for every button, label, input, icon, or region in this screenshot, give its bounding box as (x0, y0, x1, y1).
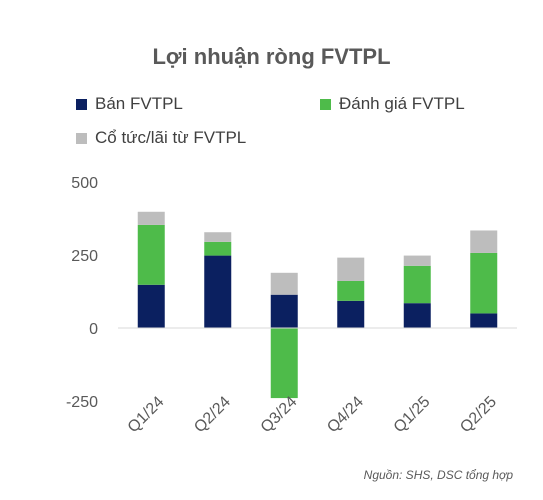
y-tick-label: 0 (89, 321, 98, 338)
legend-item-ban: Bán FVTPL (76, 94, 183, 114)
bar-b-n-fvtpl-q3-24 (270, 294, 298, 328)
bar--nh-gi-fvtpl-q3-24 (270, 328, 298, 399)
legend-swatch-co-tuc (76, 132, 87, 144)
bar--nh-gi-fvtpl-q1-25 (403, 265, 431, 304)
bar-b-n-fvtpl-q4-24 (337, 300, 365, 328)
legend-swatch-ban (76, 98, 87, 110)
legend-label-ban: Bán FVTPL (95, 94, 183, 113)
bar-c-t-c-l-i-t-fvtpl-q2-24 (204, 232, 232, 242)
y-tick-label: -250 (66, 394, 98, 411)
x-tick-label: Q4/24 (324, 393, 367, 436)
bar-b-n-fvtpl-q2-24 (204, 255, 232, 328)
bar-b-n-fvtpl-q1-24 (137, 284, 165, 328)
x-tick-label: Q1/25 (391, 393, 434, 436)
legend-item-co-tuc: Cổ tức/lãi từ FVTPL (76, 128, 246, 148)
legend-label-co-tuc: Cổ tức/lãi từ FVTPL (95, 128, 247, 147)
bar--nh-gi-fvtpl-q2-24 (204, 241, 232, 256)
bar-c-t-c-l-i-t-fvtpl-q4-24 (337, 257, 365, 281)
bar--nh-gi-fvtpl-q2-25 (470, 252, 498, 314)
source-note: Nguồn: SHS, DSC tổng hợp (363, 468, 513, 482)
bar-c-t-c-l-i-t-fvtpl-q1-25 (403, 255, 431, 266)
bar-c-t-c-l-i-t-fvtpl-q1-24 (137, 211, 165, 225)
y-tick-label: 500 (71, 175, 98, 192)
x-tick-label: Q2/25 (457, 393, 500, 436)
bar--nh-gi-fvtpl-q4-24 (337, 280, 365, 301)
bar-b-n-fvtpl-q1-25 (403, 303, 431, 328)
bar--nh-gi-fvtpl-q1-24 (137, 224, 165, 285)
legend-swatch-danh-gia (320, 98, 331, 110)
legend-item-danh-gia: Đánh giá FVTPL (320, 94, 465, 114)
x-tick-label: Q1/24 (125, 393, 168, 436)
y-tick-label: 250 (71, 248, 98, 265)
x-tick-label: Q3/24 (258, 393, 301, 436)
chart-title: Lợi nhuận ròng FVTPL (152, 44, 391, 69)
bar-b-n-fvtpl-q2-25 (470, 313, 498, 328)
bar-c-t-c-l-i-t-fvtpl-q3-24 (270, 272, 298, 295)
bar-c-t-c-l-i-t-fvtpl-q2-25 (470, 230, 498, 253)
x-tick-label: Q2/24 (191, 393, 234, 436)
legend-label-danh-gia: Đánh giá FVTPL (339, 94, 465, 113)
